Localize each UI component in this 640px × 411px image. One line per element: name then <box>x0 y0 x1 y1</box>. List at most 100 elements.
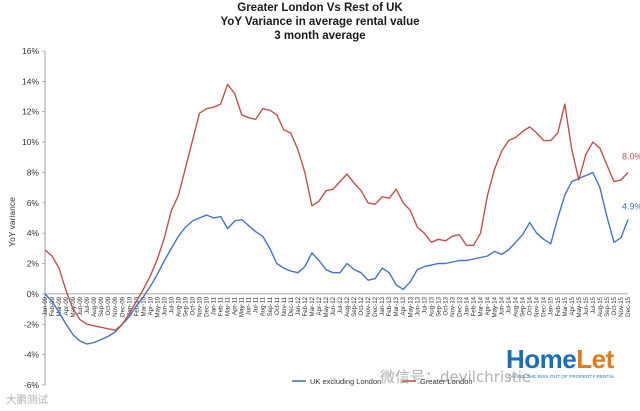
x-tick-label: Mar-11 <box>225 296 232 316</box>
x-tick-label: Oct-13 <box>442 296 449 315</box>
x-tick-label: Apr-10 <box>147 296 154 315</box>
y-tick-label: 16% <box>22 46 39 56</box>
x-tick-label: Jan-11 <box>211 296 218 315</box>
y-tick-label: 10% <box>22 137 39 147</box>
x-tick-label: Jun-11 <box>246 296 253 315</box>
y-tick-label: 2% <box>27 259 40 269</box>
x-tick-label: Sep-10 <box>182 296 189 317</box>
x-tick-label: Apr-15 <box>569 296 576 315</box>
y-tick-label: 8% <box>27 167 40 177</box>
y-tick-labels: -6% -4% -2% 0% 2% 4% 6% 8% 10% 12% 14% 16% <box>22 46 45 390</box>
x-tick-label: Oct-10 <box>190 296 197 315</box>
logo-let-text: Let <box>576 344 614 374</box>
x-tick-label: Jun-12 <box>330 296 337 315</box>
x-tick-label: Mar-14 <box>477 296 484 316</box>
x-tick-label: Feb-15 <box>555 296 562 316</box>
y-tick-label: 6% <box>27 198 40 208</box>
x-tick-label: Nov-12 <box>365 296 372 317</box>
x-tick-label: Dec-15 <box>625 296 632 317</box>
x-tick-label: Nov-11 <box>281 296 288 316</box>
end-value-labels: 8.0% 4.9% <box>622 151 640 211</box>
x-tick-label: Nov-10 <box>197 296 204 317</box>
x-tick-label: Jan-09 <box>42 296 49 315</box>
y-tick-label: 14% <box>22 76 39 86</box>
x-tick-label: Oct-09 <box>105 296 112 315</box>
x-tick-label: Mar-09 <box>56 296 63 316</box>
x-tick-label: Nov-09 <box>112 296 119 317</box>
x-tick-label: Mar-10 <box>140 296 147 316</box>
x-tick-label: Mar-15 <box>562 296 569 316</box>
x-tick-label: Nov-13 <box>449 296 456 317</box>
x-tick-label: Aug-10 <box>175 296 182 317</box>
chart-title-line-1: Greater London Vs Rest of UK <box>237 2 403 14</box>
homelet-logo: HomeLet TAKING THE RISK OUT OF PROPERTY … <box>506 344 630 390</box>
x-tick-label: Sep-12 <box>351 296 358 317</box>
weibo-watermark: 大鹏测试 <box>6 394 48 406</box>
y-tick-label: -4% <box>24 350 40 360</box>
x-tick-label: Aug-14 <box>513 296 520 317</box>
x-tick-label: Dec-09 <box>119 296 126 317</box>
x-tick-label: Sep-14 <box>520 296 527 317</box>
x-tick-label: Oct-11 <box>274 296 281 315</box>
end-value-label: 8.0% <box>622 151 640 161</box>
x-tick-label: Sep-15 <box>604 296 611 317</box>
x-tick-label: Apr-13 <box>400 296 407 315</box>
x-tick-label: Jul-14 <box>506 296 513 313</box>
x-tick-label: Aug-12 <box>344 296 351 317</box>
wechat-watermark: 微信号：devilchristie <box>380 368 532 386</box>
x-tick-label: Aug-13 <box>428 296 435 317</box>
x-tick-label: Aug-09 <box>91 296 98 317</box>
x-tick-label: May-09 <box>70 296 77 317</box>
x-tick-label: Jul-09 <box>84 296 91 313</box>
x-tick-label: Jan-15 <box>548 296 555 315</box>
x-tick-label: Feb-09 <box>49 296 56 316</box>
x-tick-label: Apr-11 <box>232 296 239 315</box>
x-tick-label: Dec-12 <box>372 296 379 317</box>
x-tick-label: Nov-14 <box>534 296 541 317</box>
y-tick-label: -2% <box>24 319 40 329</box>
x-tick-label: Jun-09 <box>77 296 84 315</box>
x-tick-label: Dec-13 <box>456 296 463 317</box>
y-tick-label: 4% <box>27 228 40 238</box>
x-tick-label: Aug-15 <box>597 296 604 317</box>
y-tick-label: 0% <box>27 289 40 299</box>
x-tick-label: May-13 <box>407 296 414 317</box>
series-line-uk-excluding-london <box>44 171 629 345</box>
x-tick-label: Jul-13 <box>421 296 428 313</box>
legend-label: UK excluding London <box>310 377 381 386</box>
x-tick-label: Jan-14 <box>463 296 470 315</box>
y-tick-label: -6% <box>24 380 40 390</box>
y-axis-label: YoY variance <box>7 197 17 247</box>
logo-tagline: TAKING THE RISK OUT OF PROPERTY RENTAL <box>508 374 615 379</box>
chart-title-line-2: YoY Variance in average rental value <box>220 16 420 28</box>
x-tick-label: Sep-09 <box>98 296 105 317</box>
chart-axes <box>44 51 628 385</box>
x-tick-label: Feb-14 <box>470 296 477 316</box>
x-tick-label: Apr-12 <box>316 296 323 315</box>
x-tick-label: Jul-15 <box>590 296 597 313</box>
x-tick-label: Feb-12 <box>302 296 309 316</box>
x-tick-label: Jul-12 <box>337 296 344 313</box>
x-tick-label: Jun-14 <box>499 296 506 315</box>
x-tick-label: May-12 <box>323 296 330 317</box>
x-tick-label: Jun-13 <box>414 296 421 315</box>
x-tick-label: Apr-14 <box>485 296 492 315</box>
x-tick-label: Feb-11 <box>218 296 225 316</box>
end-value-label: 4.9% <box>622 202 640 212</box>
x-tick-label: Oct-14 <box>527 296 534 315</box>
x-tick-label: Sep-11 <box>267 296 274 316</box>
x-tick-label: Aug-11 <box>260 296 267 316</box>
x-tick-labels: Jan-09 Feb-09 Mar-09 Apr-09 May-09 Jun-09 Jul-… <box>42 296 632 317</box>
x-tick-label: Dec-11 <box>288 296 295 316</box>
y-tick-label: 12% <box>22 107 39 117</box>
legend-label: Greater London <box>420 377 473 386</box>
x-tick-label: Nov-15 <box>618 296 625 317</box>
x-tick-label: May-11 <box>239 296 246 317</box>
x-tick-label: Mar-12 <box>309 296 316 316</box>
series-line-greater-london <box>44 83 629 331</box>
x-tick-label: Dec-14 <box>541 296 548 317</box>
x-tick-label: Jun-15 <box>583 296 590 315</box>
x-tick-label: May-14 <box>492 296 499 317</box>
series-lines <box>44 83 629 345</box>
